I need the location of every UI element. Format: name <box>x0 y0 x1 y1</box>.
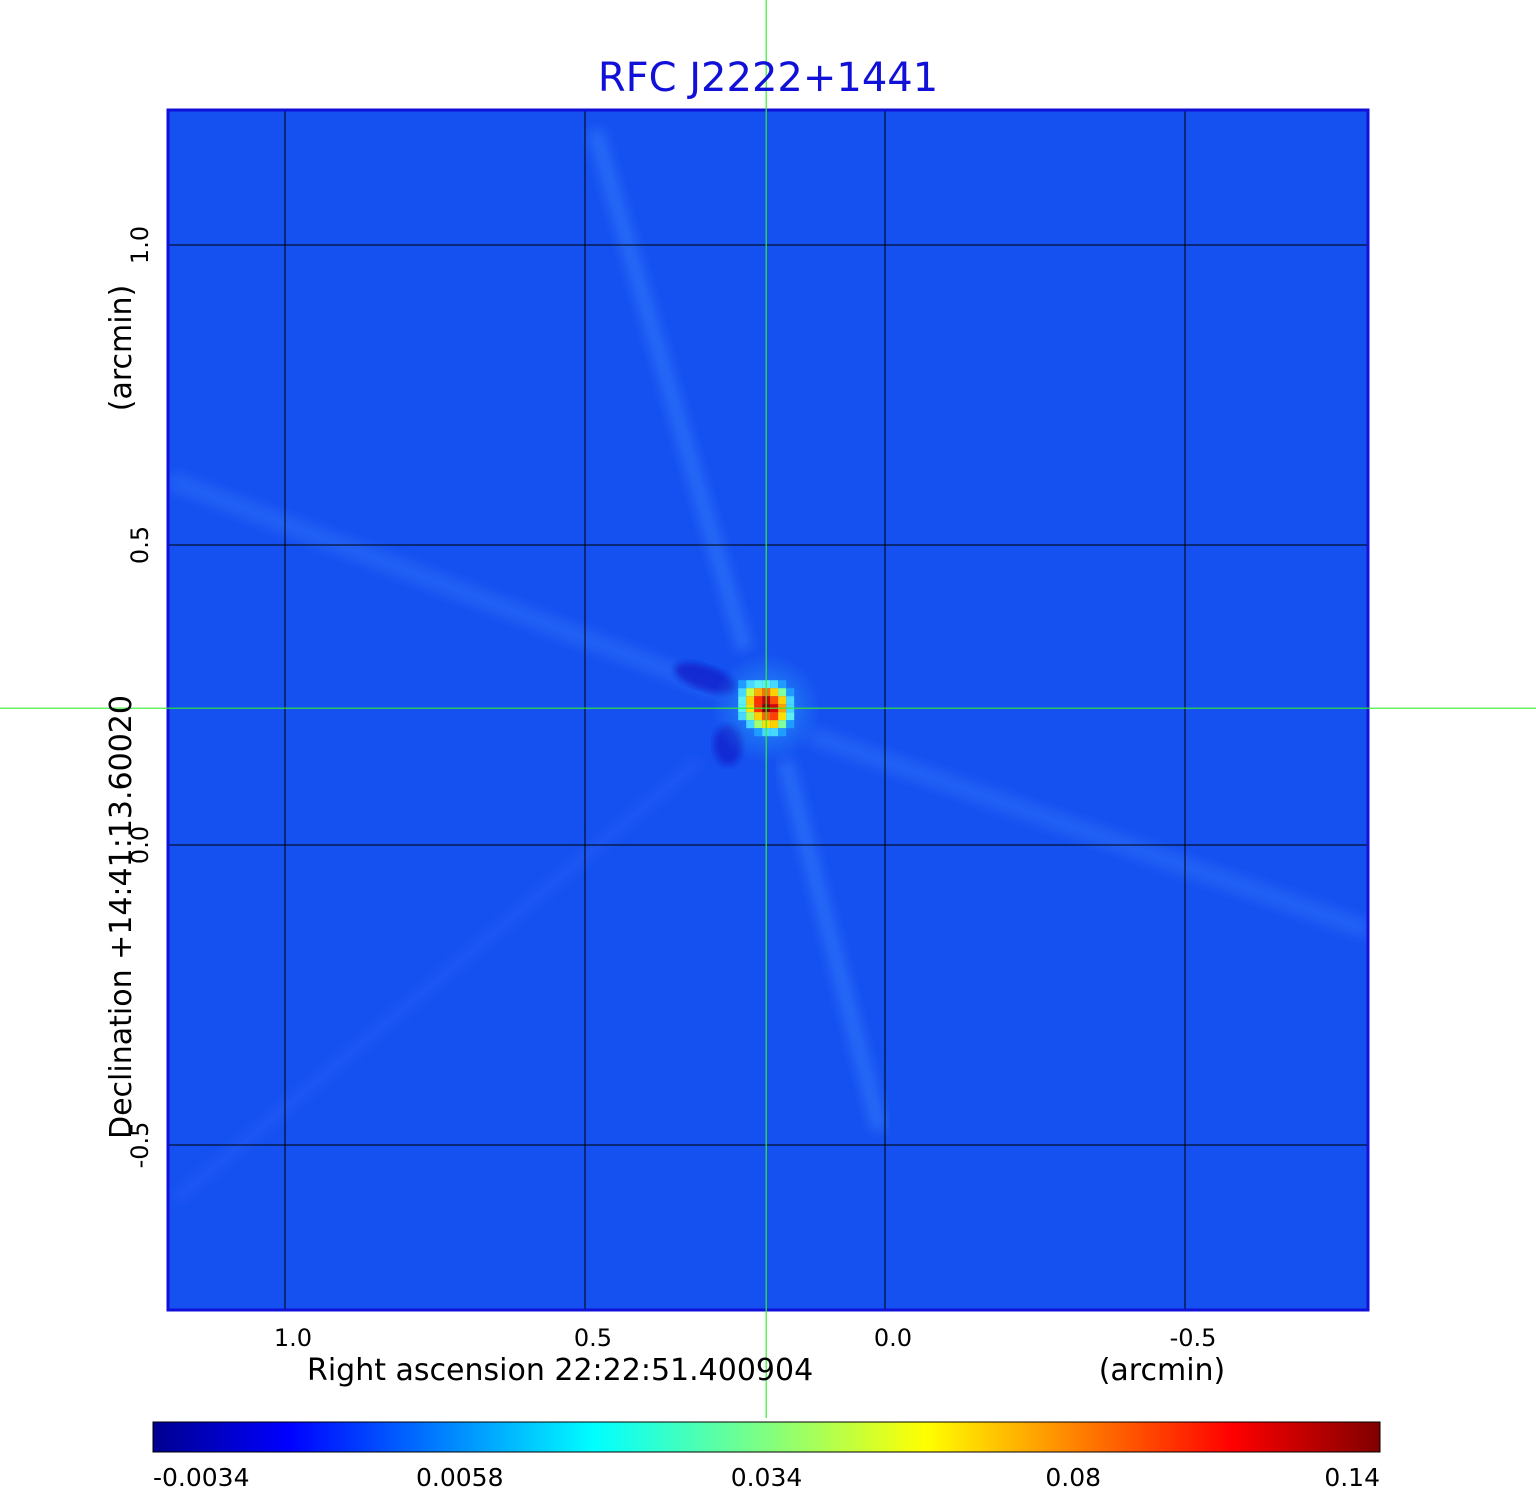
source-pixel-28 <box>746 712 755 721</box>
x-tick-label-3: -0.5 <box>1170 1324 1217 1352</box>
source-pixel-40 <box>754 728 763 737</box>
source-pixel-10 <box>770 688 779 697</box>
source-pixel-11 <box>778 688 787 697</box>
source-pixel-14 <box>746 696 755 705</box>
source-pixel-6 <box>738 688 747 697</box>
source-pixel-42 <box>770 728 779 737</box>
source-pixel-0 <box>738 680 747 689</box>
source-pixel-12 <box>786 688 795 697</box>
source-pixel-34 <box>746 720 755 729</box>
plot-frame <box>166 108 1370 1312</box>
source-pixel-37 <box>770 720 779 729</box>
source-pixel-13 <box>738 696 747 705</box>
y-tick-label-0: 1.0 <box>126 226 154 264</box>
source-pixel-19 <box>786 696 795 705</box>
source-pixel-38 <box>778 720 787 729</box>
y-axis-unit: (arcmin) <box>104 285 139 412</box>
source-pixel-8 <box>754 688 763 697</box>
colorbar-tick-label-2: 0.034 <box>731 1463 803 1492</box>
source-pixel-32 <box>778 712 787 721</box>
sidelobe-streaks <box>168 127 1368 1206</box>
colorbar-tick-label-3: 0.08 <box>1045 1463 1101 1492</box>
source-pixel-7 <box>746 688 755 697</box>
x-tick-label-2: 0.0 <box>874 1324 912 1352</box>
x-tick-labels: 1.0 0.5 0.0 -0.5 <box>274 1324 1217 1352</box>
colorbar-tick-label-1: 0.0058 <box>416 1463 503 1492</box>
coordinate-grid <box>168 110 1368 1310</box>
colorbar-tick-labels: -0.0034 0.0058 0.034 0.08 0.14 <box>153 1463 1380 1492</box>
colorbar-tick-label-0: -0.0034 <box>153 1463 250 1492</box>
x-tick-label-0: 1.0 <box>274 1324 312 1352</box>
x-axis-unit: (arcmin) <box>1099 1353 1226 1388</box>
source-pixel-35 <box>754 720 763 729</box>
source-pixel-5 <box>778 680 787 689</box>
source-pixel-33 <box>786 712 795 721</box>
source-pixel-18 <box>778 696 787 705</box>
source-pixel-17 <box>770 696 779 705</box>
colorbar-tick-label-4: 0.14 <box>1324 1463 1380 1492</box>
chart-title: RFC J2222+1441 <box>598 55 938 101</box>
x-axis-label: Right ascension 22:22:51.400904 <box>307 1353 813 1388</box>
source-pixel-31 <box>770 712 779 721</box>
source-pixel-29 <box>754 712 763 721</box>
x-tick-label-1: 0.5 <box>574 1324 612 1352</box>
source-pixel-43 <box>778 728 787 737</box>
source-pixel-2 <box>754 680 763 689</box>
source-pixel-39 <box>786 720 795 729</box>
y-tick-label-3: -0.5 <box>126 1122 154 1169</box>
source-pixel-15 <box>754 696 763 705</box>
y-tick-label-2: 0.0 <box>126 826 154 864</box>
source-pixel-27 <box>738 712 747 721</box>
source-pixel-1 <box>746 680 755 689</box>
y-axis-label: Declination +14:41:13.60020 <box>104 695 139 1139</box>
y-tick-label-1: 0.5 <box>126 526 154 564</box>
y-tick-labels: 1.0 0.5 0.0 -0.5 <box>126 226 154 1169</box>
source-pixel-4 <box>770 680 779 689</box>
colorbar <box>152 1421 1381 1453</box>
